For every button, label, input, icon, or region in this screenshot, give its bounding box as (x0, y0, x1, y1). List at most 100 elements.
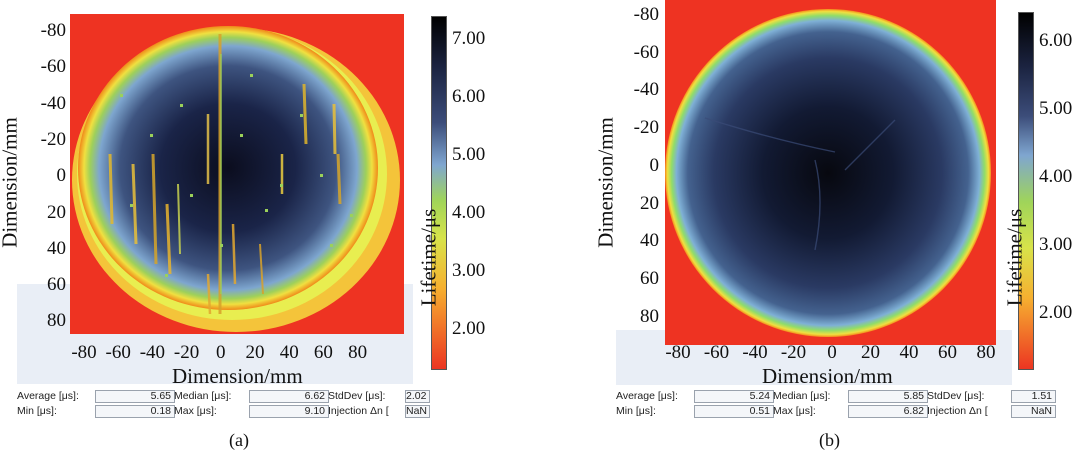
panel-b: -80 -60 -40 -20 0 20 40 60 80 -80 -60 -40 -20 0 20 40 6… (594, 0, 1080, 455)
median-label-a: Median [μs]: (174, 390, 232, 402)
colorbar-tick-b-4_00: 4.00 (1039, 166, 1073, 187)
defect-streaks-a (108, 34, 353, 315)
stddev-value-b: 1.51 (1011, 390, 1056, 403)
x-axis-label-b: Dimension/mm (762, 364, 893, 388)
y-tick-a-20: 20 (47, 201, 66, 223)
colorbar-tick-a-2_00: 2.00 (452, 318, 486, 339)
y-tick-b--20: -20 (633, 117, 659, 139)
panel-a: -80 -60 -40 -20 0 20 40 60 80 -80 -60 -40 -20 0 20 40 6… (0, 0, 485, 455)
stddev-label-a: StdDev [μs]: (328, 390, 386, 402)
defect-spot (130, 204, 133, 207)
defect-spot (150, 134, 153, 137)
wafer-b (665, 9, 991, 337)
injection-label-a: Injection Δn [ (328, 405, 389, 417)
x-tick-a-80: 80 (348, 342, 368, 363)
defect-streak (336, 153, 342, 205)
defect-streak (332, 103, 337, 155)
defect-spot (280, 184, 283, 187)
defect-spot (300, 114, 303, 117)
y-axis-label-a: Dimension/mm (0, 117, 22, 248)
injection-value-b: NaN (1011, 405, 1056, 418)
defect-streak (165, 203, 172, 275)
y-tick-b--60: -60 (633, 41, 659, 63)
colorbar-label-b: Lifetime/μs (1002, 208, 1027, 307)
stats-panel-a: Average [μs]: 5.65 Median [μs]: 6.62 Std… (17, 390, 422, 420)
colorbar-tick-b-6_00: 6.00 (1039, 30, 1073, 51)
defect-streak (151, 153, 158, 265)
x-tick-a--20: -20 (173, 342, 200, 363)
min-value-a: 0.18 (95, 405, 175, 418)
median-value-b: 5.85 (848, 390, 928, 403)
colorbar-a (431, 16, 447, 370)
defect-spot (180, 104, 183, 107)
colorbar-tick-b-2_00: 2.00 (1039, 302, 1073, 323)
caption-a: (a) (229, 430, 249, 450)
stddev-value-a: 2.02 (405, 390, 430, 403)
x-tick-b-80: 80 (976, 342, 996, 363)
injection-label-b: Injection Δn [ (927, 405, 988, 417)
y-tick-a-60: 60 (47, 274, 66, 296)
colorbar-tick-b-3_00: 3.00 (1039, 234, 1073, 255)
max-value-a: 9.10 (249, 405, 329, 418)
max-label-a: Max [μs]: (174, 405, 217, 417)
colorbar-b (1018, 12, 1034, 370)
y-tick-b--40: -40 (633, 79, 659, 101)
colorbar-tick-b-5_00: 5.00 (1039, 98, 1073, 119)
defect-spot (220, 244, 223, 247)
x-tick-b-40: 40 (899, 342, 919, 363)
max-label-b: Max [μs]: (773, 405, 816, 417)
stats-panel-b: Average [μs]: 5.24 Median [μs]: 5.85 Std… (616, 390, 1056, 420)
x-tick-b--60: -60 (703, 342, 730, 363)
x-tick-a--60: -60 (105, 342, 131, 363)
x-tick-a--80: -80 (71, 342, 97, 363)
colorbar-tick-a-4_00: 4.00 (452, 202, 486, 223)
x-tick-a-0: 0 (216, 342, 226, 363)
average-label-b: Average [μs]: (616, 390, 678, 402)
y-tick-a--80: -80 (40, 20, 66, 41)
defect-streak (177, 183, 181, 255)
max-value-b: 6.82 (848, 405, 928, 418)
defect-spot (350, 214, 353, 217)
x-tick-a--40: -40 (139, 342, 166, 363)
defect-spot (240, 134, 243, 137)
caption-b: (b) (819, 430, 840, 450)
colorbar-tick-a-7_00: 7.00 (452, 28, 486, 49)
y-tick-b-40: 40 (640, 230, 659, 252)
x-tick-b--40: -40 (742, 342, 768, 363)
median-value-a: 6.62 (249, 390, 329, 403)
defect-spot (330, 244, 333, 247)
defect-streak (108, 153, 114, 225)
defect-spot (320, 174, 323, 177)
y-tick-a--40: -40 (40, 92, 66, 114)
y-tick-a-40: 40 (47, 237, 66, 259)
defect-spot (165, 274, 168, 277)
stddev-label-b: StdDev [μs]: (927, 390, 985, 402)
y-tick-b-20: 20 (640, 192, 659, 214)
colorbar-tick-a-3_00: 3.00 (452, 260, 486, 281)
y-tick-b-80: 80 (640, 305, 659, 327)
lifetime-map-a (70, 14, 404, 334)
colorbar-tick-a-6_00: 6.00 (452, 86, 486, 107)
y-tick-a-0: 0 (56, 165, 67, 187)
y-tick-b-0: 0 (649, 154, 660, 176)
defect-streak (302, 83, 308, 145)
lifetime-map-b (665, 0, 996, 345)
injection-value-a: NaN (405, 405, 430, 418)
defect-streak (259, 243, 264, 295)
average-label-a: Average [μs]: (17, 390, 79, 402)
y-tick-a-80: 80 (47, 310, 66, 332)
y-tick-a--20: -20 (40, 128, 66, 150)
defect-spot (250, 74, 253, 77)
min-value-b: 0.51 (694, 405, 774, 418)
x-axis-label-a: Dimension/mm (172, 364, 303, 388)
defect-spot (265, 209, 268, 212)
y-tick-b-60: 60 (640, 267, 659, 289)
x-tick-b-0: 0 (827, 342, 837, 363)
min-label-b: Min [μs]: (616, 405, 656, 417)
x-tick-b-20: 20 (861, 342, 880, 363)
x-tick-b--80: -80 (665, 342, 691, 363)
colorbar-label-a: Lifetime/μs (416, 208, 441, 307)
wafer-a (78, 26, 378, 310)
defect-spot (190, 194, 193, 197)
x-tick-a-20: 20 (245, 342, 265, 363)
